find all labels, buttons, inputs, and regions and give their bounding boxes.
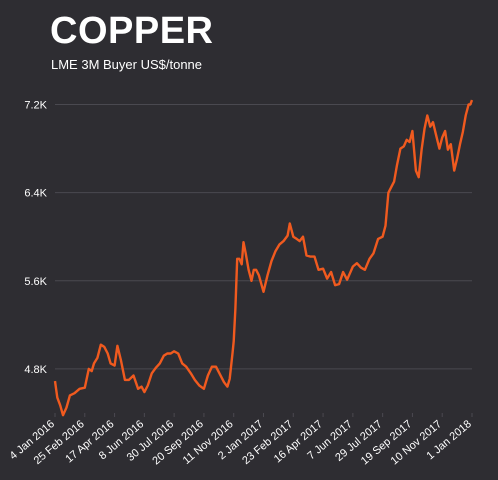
price-series-line	[53, 99, 474, 417]
y-tick-label: 5.6K	[24, 276, 47, 288]
y-tick-label: 6.4K	[24, 188, 47, 200]
gridlines	[55, 104, 472, 370]
y-tick-label: 7.2K	[24, 100, 47, 112]
y-axis-ticks: 4.8K 5.6K 6.4K 7.2K	[24, 100, 47, 376]
chart-title: COPPER	[50, 10, 214, 52]
chart-subtitle: LME 3M Buyer US$/tonne	[51, 57, 203, 72]
y-tick-label: 4.8K	[24, 364, 47, 376]
